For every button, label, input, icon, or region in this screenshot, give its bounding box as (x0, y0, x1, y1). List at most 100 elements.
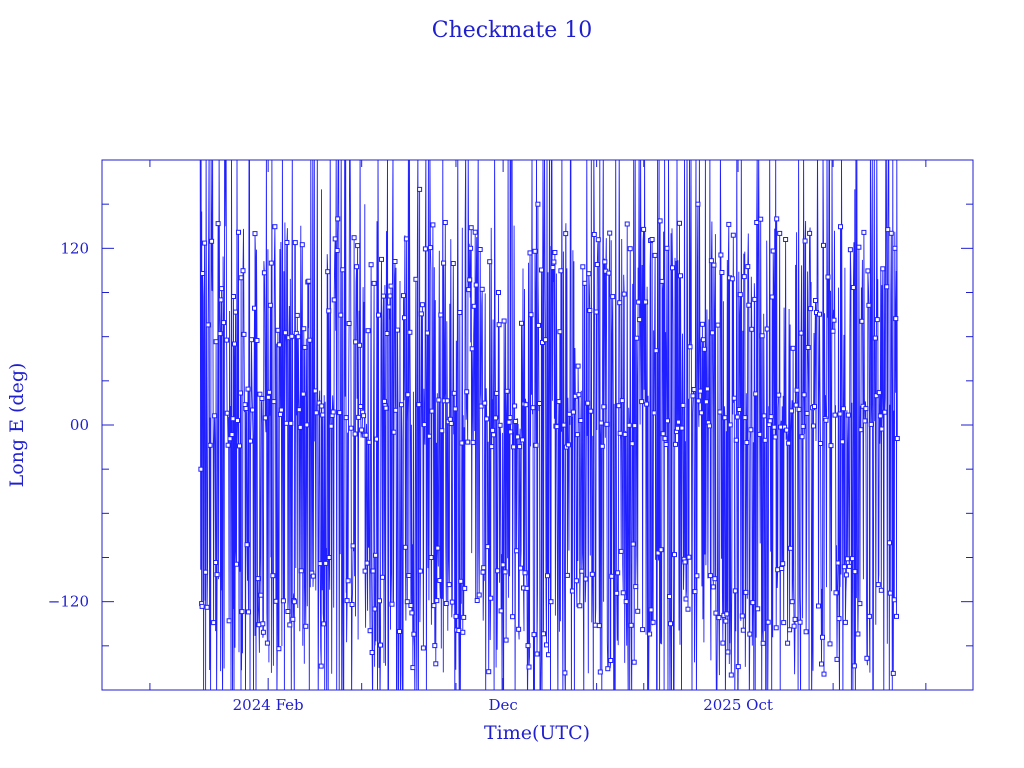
data-point (365, 328, 371, 334)
data-point (383, 405, 389, 411)
data-point (831, 317, 837, 323)
data-point (318, 663, 324, 669)
data-point (695, 398, 701, 404)
data-point (698, 410, 704, 416)
data-point (648, 607, 654, 613)
data-point (526, 664, 532, 670)
data-layer (198, 160, 900, 690)
data-point (294, 312, 300, 318)
data-point (846, 563, 852, 569)
data-point (330, 409, 336, 415)
data-point (885, 227, 891, 233)
data-point (754, 220, 760, 225)
data-point (292, 240, 298, 246)
data-point (323, 560, 329, 566)
data-point (326, 308, 332, 314)
data-point (579, 568, 585, 574)
data-point (619, 398, 625, 404)
data-point (637, 317, 643, 323)
data-point (621, 291, 627, 297)
data-point (734, 414, 740, 420)
data-point (241, 331, 247, 337)
data-point (531, 632, 537, 638)
data-point (344, 598, 350, 604)
data-point (537, 401, 542, 406)
data-point (840, 406, 846, 412)
data-point (817, 311, 822, 317)
data-point (852, 569, 858, 575)
data-point (522, 570, 528, 576)
data-point (456, 628, 462, 633)
data-point (673, 441, 678, 447)
data-point (774, 216, 780, 222)
data-point (399, 402, 404, 408)
data-point (413, 276, 419, 282)
data-point (506, 419, 512, 425)
data-point (799, 434, 805, 440)
data-point (346, 321, 352, 326)
data-point (320, 412, 326, 418)
data-point (409, 610, 415, 616)
data-point (651, 410, 657, 416)
data-point (359, 427, 365, 433)
data-point (202, 240, 208, 246)
data-point (410, 665, 416, 671)
data-point (357, 342, 363, 348)
data-point (227, 436, 233, 442)
data-point (586, 271, 592, 277)
data-point (337, 410, 343, 416)
data-point (389, 601, 395, 607)
data-point (641, 226, 647, 232)
data-point (518, 565, 524, 571)
data-point (384, 331, 390, 336)
data-point (617, 430, 623, 436)
data-point (524, 585, 530, 591)
data-point (266, 389, 272, 395)
data-point (850, 285, 856, 290)
chart-title: Checkmate 10 (432, 18, 593, 43)
data-point (367, 628, 373, 634)
data-point (715, 322, 721, 328)
data-point (476, 592, 482, 598)
data-point (675, 425, 680, 431)
data-point (278, 407, 284, 413)
data-point (442, 220, 448, 225)
data-point (252, 231, 258, 237)
data-point (781, 620, 787, 626)
data-point (832, 412, 838, 418)
data-point (446, 582, 452, 588)
data-point (844, 556, 850, 562)
data-point (198, 466, 204, 472)
data-point (417, 186, 423, 192)
data-point (556, 399, 562, 405)
data-point (658, 547, 664, 553)
data-point (573, 578, 579, 584)
data-point (497, 422, 503, 428)
data-point (484, 416, 490, 422)
data-point (758, 216, 764, 222)
data-point (602, 259, 608, 265)
data-point (591, 232, 597, 237)
data-point (599, 443, 605, 449)
data-point (789, 599, 795, 605)
data-point (277, 411, 283, 417)
data-point (532, 248, 538, 254)
data-point (300, 391, 306, 397)
data-point (510, 614, 516, 620)
data-point (406, 573, 412, 578)
data-point (771, 424, 777, 430)
data-point (790, 345, 796, 351)
data-point (743, 589, 749, 595)
data-point (798, 330, 804, 336)
data-point (668, 621, 673, 627)
data-point (789, 408, 795, 414)
data-point (432, 643, 438, 649)
data-point (608, 658, 614, 663)
data-point (796, 406, 802, 412)
data-point (634, 335, 640, 341)
data-point (794, 387, 800, 393)
data-point (545, 573, 550, 579)
data-point (296, 407, 302, 413)
data-point (685, 606, 691, 612)
data-point (561, 422, 567, 428)
